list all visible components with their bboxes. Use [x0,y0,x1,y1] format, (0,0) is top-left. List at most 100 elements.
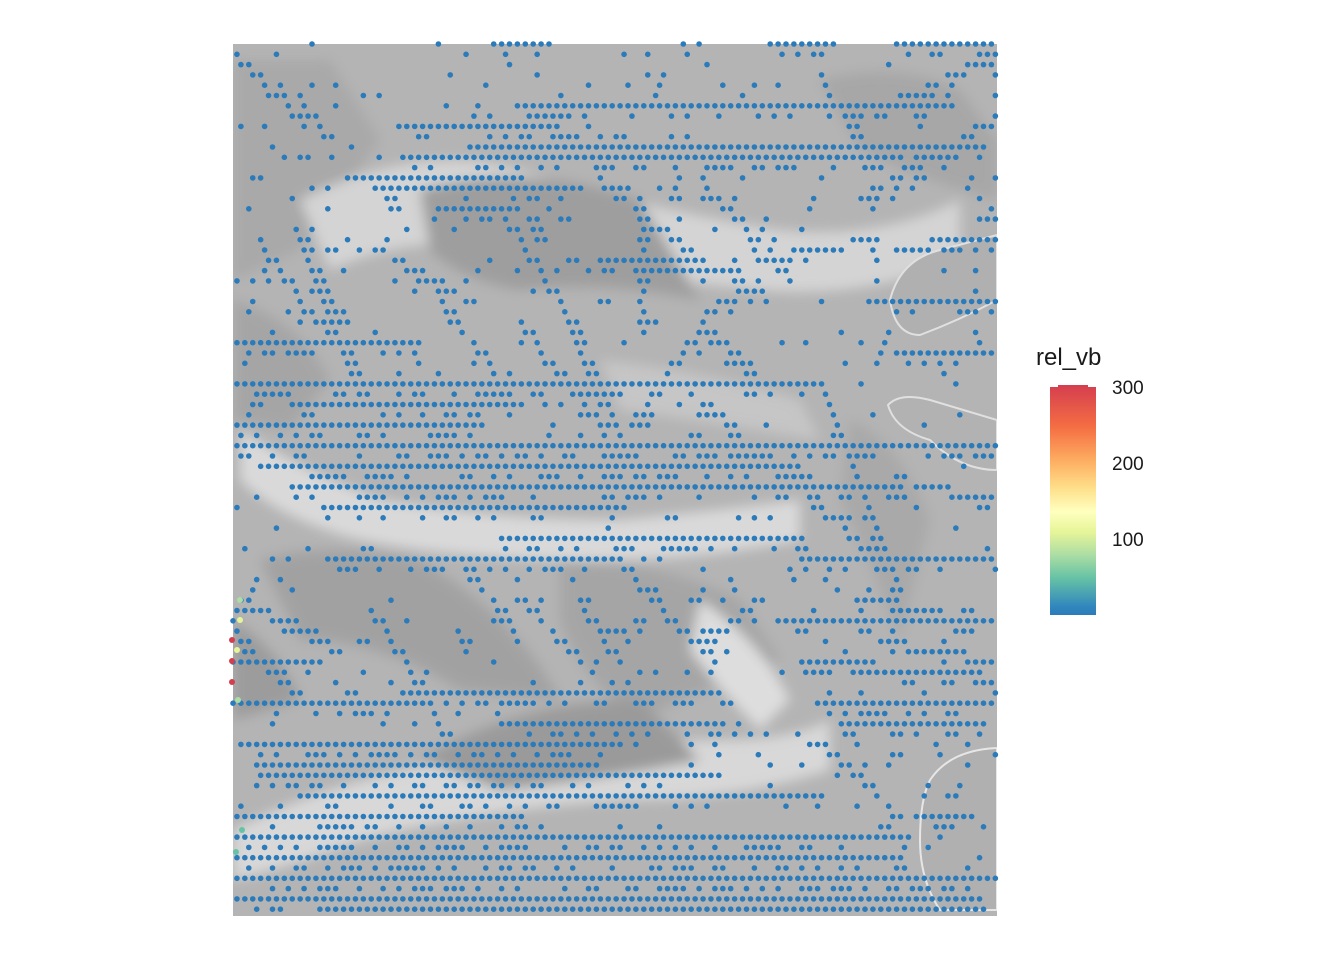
data-point [494,690,501,696]
data-point [407,422,414,428]
data-point [356,494,363,501]
data-point [609,103,615,109]
data-point [696,535,702,542]
data-point [321,319,327,325]
data-point [676,381,683,387]
data-point [506,391,513,398]
data-point [727,473,734,480]
data-point [810,854,817,861]
data-point [605,484,612,490]
data-point [510,381,517,387]
data-point [601,185,608,191]
data-point [510,793,517,799]
data-point [423,751,430,758]
data-point [968,875,975,882]
data-point [467,206,473,212]
data-point [569,762,576,768]
data-point [483,906,489,912]
data-point [972,906,979,912]
data-point [905,298,912,305]
data-point [637,195,643,202]
data-point [850,484,856,490]
data-point [558,113,564,119]
data-point [340,865,347,871]
data-point [364,700,371,706]
data-point [506,473,513,480]
data-point [767,535,773,542]
data-point [475,412,481,418]
data-point [629,731,635,737]
data-point [502,401,509,408]
data-point [656,824,663,830]
data-point [289,690,296,696]
data-point [763,154,770,161]
data-point [897,175,904,181]
data-point [463,278,469,284]
data-point [368,463,375,470]
data-point [530,144,536,150]
data-point [609,515,615,521]
data-point [356,638,363,645]
data-point [581,834,588,840]
data-point [953,525,959,531]
data-point [392,442,398,449]
data-point [340,762,347,768]
data-point [423,463,430,470]
data-point [605,381,612,387]
data-point [901,618,908,624]
data-point [680,144,687,150]
data-point [407,690,414,696]
data-point [593,556,600,562]
data-point [309,247,315,253]
data-point [739,175,746,181]
data-point [668,793,675,799]
data-point [787,278,793,284]
data-point [720,597,726,603]
data-point [471,154,477,161]
data-point [759,844,766,851]
data-point [953,710,959,717]
data-point [336,442,343,449]
data-point [905,360,912,367]
data-point [712,453,718,459]
data-point [613,504,619,511]
data-point [534,504,540,511]
data-point [388,679,394,686]
data-point [502,772,509,779]
data-point [388,206,394,212]
data-point [246,700,252,706]
data-point [293,494,300,501]
data-point [372,247,379,253]
data-point [854,123,860,130]
data-point [565,484,572,490]
data-point [246,453,252,459]
data-point [814,41,821,47]
data-point [712,412,718,418]
data-point [577,432,584,439]
data-point [348,741,355,748]
data-point [242,381,248,387]
data-point [629,566,635,573]
data-point [652,772,659,779]
data-point [526,875,533,882]
data-point [502,442,509,449]
data-point [459,556,465,562]
data-point [739,92,746,99]
data-point [921,360,928,367]
data-point [716,875,722,882]
data-point [562,700,568,706]
data-point [502,896,509,902]
data-point [230,700,236,706]
data-point [447,772,454,779]
data-point [593,700,600,706]
data-point [569,103,576,109]
data-point [660,896,667,902]
data-point [629,772,635,779]
data-point [384,751,390,758]
data-point [980,123,987,130]
data-point [447,875,454,882]
data-point [759,453,766,459]
data-point [360,896,367,902]
data-point [874,669,880,676]
data-point [601,721,608,727]
